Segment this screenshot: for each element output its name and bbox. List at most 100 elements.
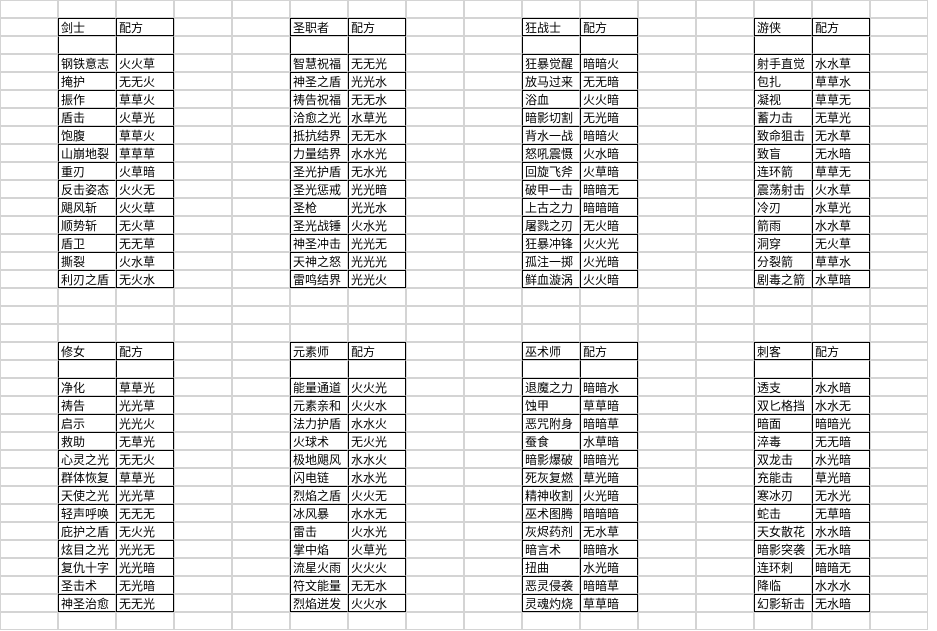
empty-cell (464, 18, 522, 36)
skill-recipe: 火火无 (348, 486, 406, 504)
empty-cell (696, 396, 754, 414)
empty-cell (638, 108, 696, 126)
skill-recipe: 无无水 (348, 126, 406, 144)
empty-cell (870, 144, 928, 162)
empty-cell (754, 324, 812, 342)
empty-cell (522, 306, 580, 324)
empty-cell (174, 576, 232, 594)
empty-cell (0, 0, 58, 18)
skill-recipe: 无草光 (116, 432, 174, 450)
empty-cell (464, 0, 522, 18)
skill-name: 顺势斩 (58, 216, 116, 234)
empty-cell (232, 306, 290, 324)
skill-recipe: 暗暗火 (580, 54, 638, 72)
empty-cell (870, 432, 928, 450)
empty-cell (638, 540, 696, 558)
empty-cell (464, 108, 522, 126)
skill-name: 流星火雨 (290, 558, 348, 576)
class-header-warrior: 剑士 (58, 18, 116, 36)
empty-cell (638, 342, 696, 360)
skill-name: 双龙击 (754, 450, 812, 468)
skill-name: 盾卫 (58, 234, 116, 252)
empty-cell (406, 594, 464, 612)
skill-recipe: 暗暗水 (580, 540, 638, 558)
skill-name: 庇护之盾 (58, 522, 116, 540)
empty-cell (870, 90, 928, 108)
skill-name: 烈焰之盾 (290, 486, 348, 504)
empty-cell (232, 468, 290, 486)
empty-cell (290, 612, 348, 630)
empty-cell (870, 162, 928, 180)
empty-cell (464, 576, 522, 594)
skill-name: 雷击 (290, 522, 348, 540)
empty-cell (696, 216, 754, 234)
skill-recipe: 无水草 (812, 126, 870, 144)
empty-cell (406, 108, 464, 126)
empty-cell (0, 414, 58, 432)
empty-cell (464, 180, 522, 198)
empty-cell (406, 252, 464, 270)
skill-name: 暗言术 (522, 540, 580, 558)
empty-cell (638, 0, 696, 18)
empty-cell (116, 360, 174, 378)
empty-cell (174, 18, 232, 36)
empty-cell (696, 288, 754, 306)
skill-recipe: 火火草 (116, 54, 174, 72)
empty-cell (464, 432, 522, 450)
empty-cell (464, 594, 522, 612)
empty-cell (0, 450, 58, 468)
empty-cell (464, 198, 522, 216)
skill-name: 雷鸣结界 (290, 270, 348, 288)
empty-cell (638, 144, 696, 162)
empty-cell (406, 486, 464, 504)
empty-cell (232, 612, 290, 630)
empty-cell (406, 450, 464, 468)
empty-cell (870, 612, 928, 630)
empty-cell (174, 594, 232, 612)
skill-name: 洽愈之光 (290, 108, 348, 126)
empty-cell (406, 306, 464, 324)
empty-cell (464, 396, 522, 414)
skill-recipe: 水水暗 (812, 522, 870, 540)
empty-cell (696, 234, 754, 252)
empty-cell (0, 198, 58, 216)
skill-name: 神圣冲击 (290, 234, 348, 252)
skill-recipe: 无无火 (116, 450, 174, 468)
skill-recipe: 无水暗 (812, 540, 870, 558)
empty-cell (638, 504, 696, 522)
skill-name: 能量通道 (290, 378, 348, 396)
skill-name: 双匕格挡 (754, 396, 812, 414)
skill-recipe: 无水暗 (812, 594, 870, 612)
empty-cell (174, 108, 232, 126)
skill-recipe: 水草光 (348, 108, 406, 126)
empty-cell (174, 306, 232, 324)
empty-cell (0, 108, 58, 126)
skill-name: 天神之怒 (290, 252, 348, 270)
skill-recipe: 火火水 (348, 396, 406, 414)
skill-name: 火球术 (290, 432, 348, 450)
empty-cell (0, 486, 58, 504)
empty-cell (464, 486, 522, 504)
empty-cell (0, 36, 58, 54)
skill-recipe: 无火草 (812, 234, 870, 252)
empty-cell (174, 270, 232, 288)
empty-cell (696, 414, 754, 432)
empty-cell (58, 306, 116, 324)
class-header-berserker: 狂战士 (522, 18, 580, 36)
empty-cell (870, 450, 928, 468)
empty-cell (58, 612, 116, 630)
skill-recipe: 火火光 (580, 234, 638, 252)
empty-cell (754, 36, 812, 54)
empty-cell (870, 540, 928, 558)
class-header-nun: 修女 (58, 342, 116, 360)
empty-cell (638, 54, 696, 72)
skill-recipe: 暗暗无 (580, 180, 638, 198)
skill-name: 冷刃 (754, 198, 812, 216)
skill-name: 圣击术 (58, 576, 116, 594)
empty-cell (812, 288, 870, 306)
empty-cell (174, 90, 232, 108)
empty-cell (406, 540, 464, 558)
empty-cell (464, 306, 522, 324)
empty-cell (870, 378, 928, 396)
empty-cell (870, 522, 928, 540)
